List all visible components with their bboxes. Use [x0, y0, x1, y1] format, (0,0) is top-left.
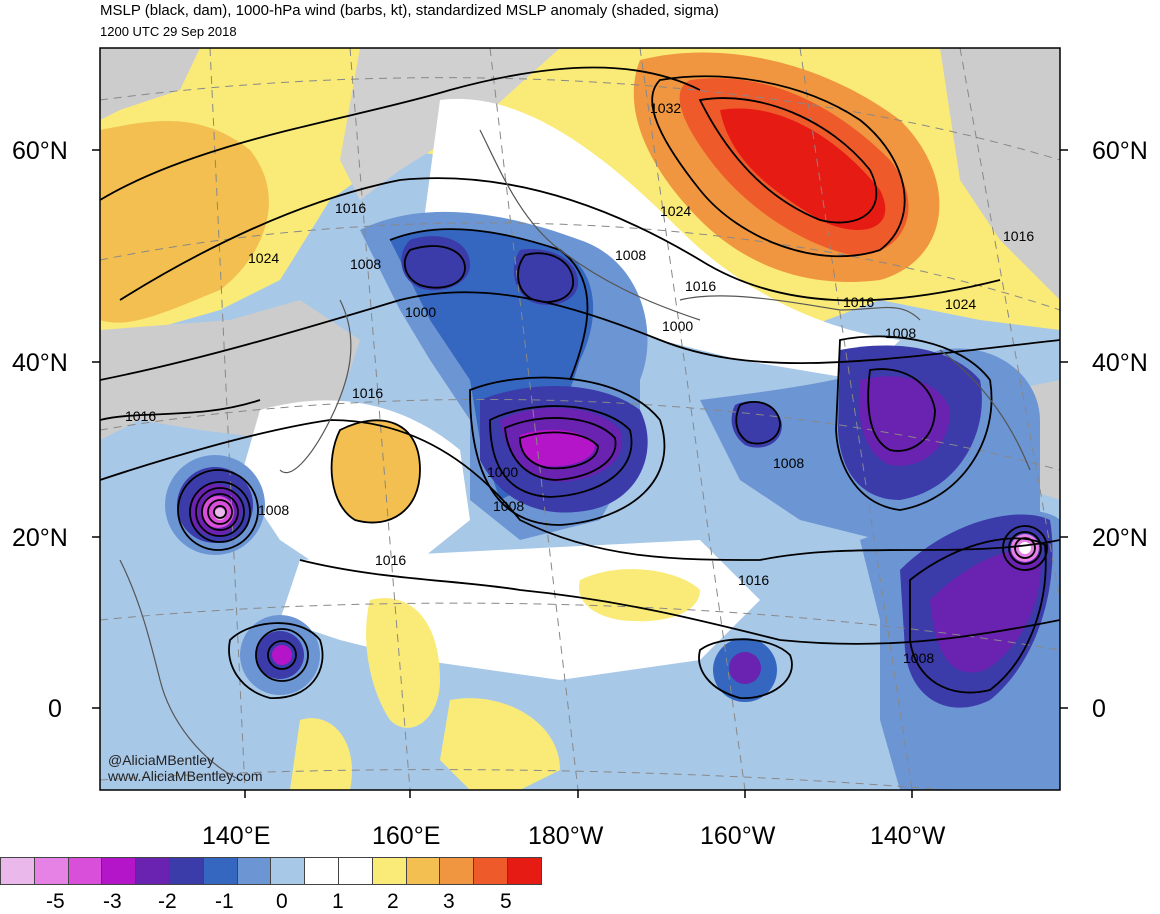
axis-ticks: [92, 149, 1068, 798]
isobar-label: 1016: [335, 200, 367, 216]
colorbar-swatch: [371, 857, 407, 885]
lat-label: 0: [1092, 695, 1106, 723]
map-frame: [99, 47, 1061, 791]
isobar-label: 1008: [258, 502, 290, 518]
colorbar-label: 1: [332, 890, 344, 913]
colorbar-label: -1: [215, 890, 234, 913]
colorbar-label: 5: [500, 890, 512, 913]
lat-label: 20°N: [1092, 524, 1148, 552]
isobar-label: 1016: [843, 294, 875, 310]
lon-label: 140°E: [202, 822, 271, 850]
map-title: MSLP (black, dam), 1000-hPa wind (barbs,…: [100, 2, 719, 19]
lon-label: 160°W: [700, 822, 776, 850]
lat-label: 20°N: [12, 524, 68, 552]
colorbar-label: -5: [46, 890, 65, 913]
colorbar-swatch: [101, 857, 137, 885]
colorbar-swatch: [67, 857, 103, 885]
isobar-label: 1016: [352, 385, 384, 401]
colorbar-swatch: [202, 857, 238, 885]
coastlines: [119, 129, 1031, 781]
lon-label: 140°W: [870, 822, 946, 850]
colorbar-label: 2: [387, 890, 399, 913]
map-subtitle: 1200 UTC 29 Sep 2018: [100, 24, 237, 39]
colorbar-swatch: [236, 857, 272, 885]
colorbar-label: -3: [103, 890, 122, 913]
lat-label: 60°N: [1092, 137, 1148, 165]
colorbar-swatch: [405, 857, 441, 885]
colorbar-swatch: [33, 857, 69, 885]
lat-label: 60°N: [12, 137, 68, 165]
colorbar-swatch: [304, 857, 339, 885]
isobars: [100, 66, 1060, 699]
colorbar-label: -2: [158, 890, 177, 913]
isobar-label: 1024: [660, 203, 692, 219]
isobar-label: 1008: [885, 325, 917, 341]
lat-label: 40°N: [1092, 349, 1148, 377]
colorbar-swatch: [0, 857, 35, 885]
credit-website: www.AliciaMBentley.com: [108, 768, 263, 784]
isobar-label: 1000: [662, 318, 694, 334]
isobar-label: 1016: [125, 408, 157, 424]
isobar-label: 1000: [487, 464, 519, 480]
colorbar-swatch: [506, 857, 542, 885]
lon-label: 180°W: [528, 822, 604, 850]
colorbar: [0, 857, 542, 885]
isobar-label: 1008: [350, 256, 382, 272]
colorbar-swatch: [168, 857, 204, 885]
isobar-label: 1008: [903, 650, 935, 666]
credit-handle: @AliciaMBentley: [108, 752, 215, 768]
isobar-label: 1008: [773, 455, 805, 471]
lat-label: 0: [48, 695, 62, 723]
isobar-label: 1024: [248, 250, 280, 266]
isobar-label: 1000: [405, 304, 437, 320]
isobar-label: 1016: [685, 278, 717, 294]
isobar-label: 1024: [945, 296, 977, 312]
isobar-label: 1008: [615, 247, 647, 263]
isobar-label: 1016: [1003, 228, 1035, 244]
isobar-label: 1032: [650, 100, 682, 116]
isobar-label: 1016: [738, 572, 770, 588]
colorbar-swatch: [439, 857, 475, 885]
anomaly-shading: [100, 48, 1060, 790]
colorbar-swatch: [473, 857, 508, 885]
colorbar-swatch: [135, 857, 170, 885]
lon-label: 160°E: [372, 822, 441, 850]
colorbar-swatch: [270, 857, 306, 885]
isobar-label: 1008: [493, 498, 525, 514]
lat-label: 40°N: [12, 349, 68, 377]
colorbar-swatch: [337, 857, 373, 885]
colorbar-label: 0: [276, 890, 288, 913]
isobar-label: 1016: [375, 552, 407, 568]
colorbar-label: 3: [443, 890, 455, 913]
